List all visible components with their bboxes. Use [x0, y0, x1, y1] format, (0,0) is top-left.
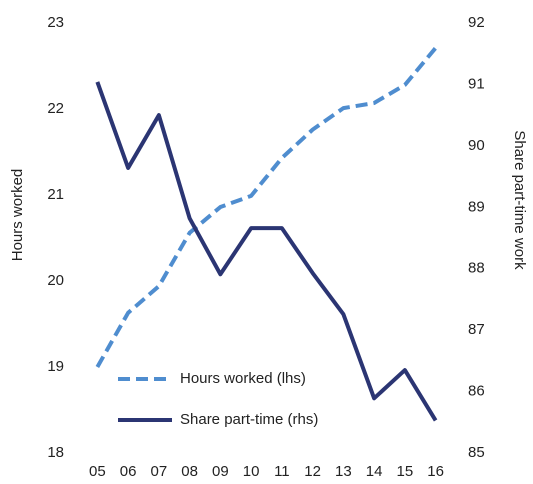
- y-axis-title: Hours worked: [9, 169, 26, 262]
- x-tick-label: 11: [274, 463, 290, 480]
- y2-tick-label: 91: [468, 75, 485, 92]
- y2-tick-label: 88: [468, 260, 485, 277]
- series-line: [95, 81, 438, 422]
- series-line: [95, 46, 438, 368]
- x-tick-label: 07: [151, 463, 168, 480]
- y2-tick-label: 89: [468, 198, 485, 215]
- x-tick-label: 14: [366, 463, 383, 480]
- legend-label: Hours worked (lhs): [180, 370, 306, 387]
- x-tick-label: 06: [120, 463, 137, 480]
- y2-axis-title: Share part-time work: [511, 130, 528, 270]
- legend-label: Share part-time (rhs): [180, 411, 318, 428]
- y-tick-label: 21: [47, 186, 64, 203]
- y2-tick-label: 92: [468, 14, 485, 31]
- x-tick-label: 09: [212, 463, 229, 480]
- x-tick-label: 15: [397, 463, 414, 480]
- x-tick-label: 08: [181, 463, 198, 480]
- x-tick-label: 16: [427, 463, 444, 480]
- x-tick-label: 10: [243, 463, 260, 480]
- y2-tick-label: 85: [468, 444, 485, 461]
- y-tick-label: 22: [47, 100, 64, 117]
- y2-tick-label: 90: [468, 137, 485, 154]
- y-tick-label: 23: [47, 14, 64, 31]
- y2-tick-label: 86: [468, 383, 485, 400]
- y-tick-label: 20: [47, 272, 64, 289]
- x-tick-label: 05: [89, 463, 106, 480]
- y-tick-label: 19: [47, 358, 64, 375]
- x-tick-label: 12: [304, 463, 321, 480]
- y-tick-label: 18: [47, 444, 64, 461]
- y2-tick-label: 87: [468, 321, 485, 338]
- x-tick-label: 13: [335, 463, 352, 480]
